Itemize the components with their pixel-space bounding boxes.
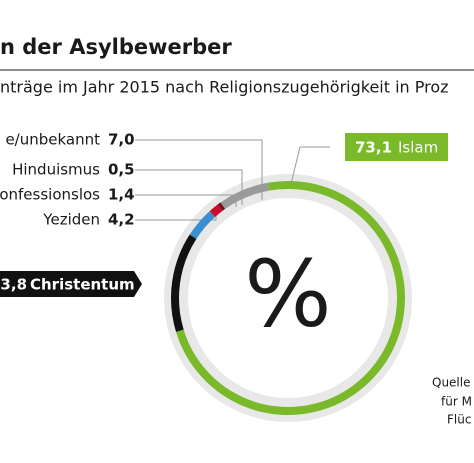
source-line: Flüc bbox=[447, 413, 471, 427]
source-line: für M bbox=[441, 395, 472, 409]
value-label: 73,1 bbox=[355, 139, 392, 157]
leader-line bbox=[289, 146, 330, 189]
value-label: 7,0 bbox=[108, 131, 135, 149]
label-box bbox=[345, 133, 448, 161]
chart-title: n der Asylbewerber bbox=[0, 35, 232, 59]
category-label: Islam bbox=[398, 139, 438, 157]
category-label: onfessionslos bbox=[0, 186, 100, 204]
donut-segment bbox=[220, 182, 270, 209]
value-label: 1,4 bbox=[108, 186, 135, 204]
donut-segment bbox=[171, 234, 197, 332]
donut-segment bbox=[217, 202, 226, 211]
leader-line bbox=[135, 139, 263, 200]
donut-segment bbox=[176, 181, 405, 415]
category-label: e/unbekannt bbox=[5, 131, 100, 149]
category-label: Hinduismus bbox=[12, 161, 100, 179]
leader-line bbox=[135, 215, 217, 221]
value-label: 13,8 bbox=[0, 276, 27, 294]
category-label: Yeziden bbox=[42, 211, 100, 229]
category-label: Christentum bbox=[30, 276, 135, 294]
donut-segment bbox=[189, 211, 216, 239]
chart-subtitle: nträge im Jahr 2015 nach Religionszugehö… bbox=[0, 78, 449, 97]
source-line: Quelle bbox=[432, 376, 470, 390]
label-box bbox=[0, 271, 142, 297]
center-symbol: % bbox=[244, 240, 331, 347]
value-label: 4,2 bbox=[108, 211, 135, 229]
value-label: 0,5 bbox=[108, 161, 135, 179]
donut-segment bbox=[209, 204, 223, 218]
